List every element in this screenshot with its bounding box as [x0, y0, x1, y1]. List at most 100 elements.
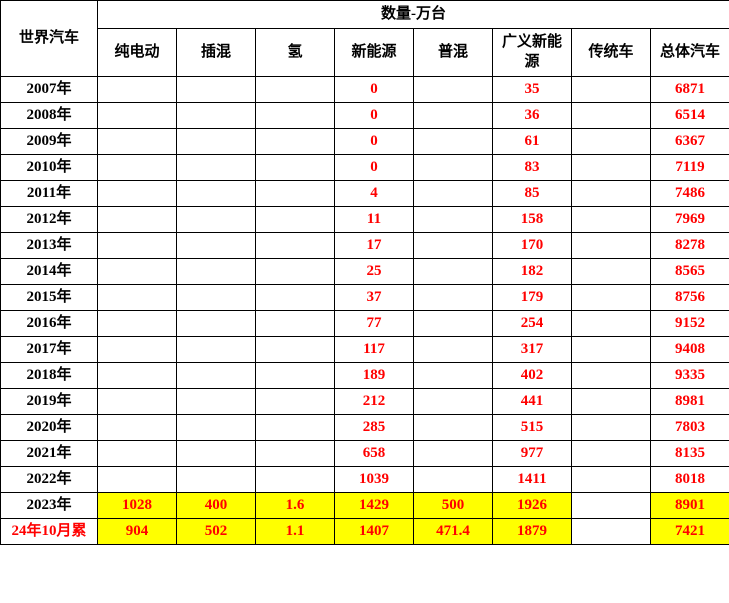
cell: 25 — [335, 259, 414, 285]
row-label: 2014年 — [1, 259, 98, 285]
table-row: 2012年111587969 — [1, 207, 729, 233]
cell — [572, 285, 651, 311]
table-body: 2007年03568712008年03665142009年06163672010… — [1, 77, 729, 545]
row-label: 2007年 — [1, 77, 98, 103]
cell — [256, 103, 335, 129]
cell — [98, 363, 177, 389]
cell: 1.1 — [256, 519, 335, 545]
cell — [414, 415, 493, 441]
cell: 35 — [493, 77, 572, 103]
cell: 1926 — [493, 493, 572, 519]
cell: 402 — [493, 363, 572, 389]
table-row: 2023年10284001.6142950019268901 — [1, 493, 729, 519]
header-top: 数量-万台 — [98, 1, 729, 29]
cell — [98, 337, 177, 363]
cell — [414, 311, 493, 337]
row-label: 2008年 — [1, 103, 98, 129]
table-row: 2010年0837119 — [1, 155, 729, 181]
cell: 7803 — [651, 415, 729, 441]
cell — [177, 77, 256, 103]
cell — [414, 337, 493, 363]
cell — [572, 311, 651, 337]
cell: 7486 — [651, 181, 729, 207]
cell — [98, 259, 177, 285]
cell — [177, 363, 256, 389]
cell — [256, 311, 335, 337]
cell: 61 — [493, 129, 572, 155]
cell — [98, 415, 177, 441]
cell — [572, 181, 651, 207]
cell — [177, 285, 256, 311]
cell — [98, 181, 177, 207]
row-label: 2015年 — [1, 285, 98, 311]
cell — [256, 259, 335, 285]
table-row: 2009年0616367 — [1, 129, 729, 155]
data-table: 世界汽车 数量-万台 纯电动 插混 氢 新能源 普混 广义新能源 传统车 总体汽… — [0, 0, 729, 545]
cell — [177, 441, 256, 467]
cell — [572, 103, 651, 129]
table-row: 2019年2124418981 — [1, 389, 729, 415]
cell: 1429 — [335, 493, 414, 519]
cell: 317 — [493, 337, 572, 363]
table-header: 世界汽车 数量-万台 纯电动 插混 氢 新能源 普混 广义新能源 传统车 总体汽… — [1, 1, 729, 77]
cell — [256, 389, 335, 415]
cell — [256, 233, 335, 259]
cell — [177, 415, 256, 441]
cell: 8565 — [651, 259, 729, 285]
row-label: 24年10月累 — [1, 519, 98, 545]
cell — [414, 129, 493, 155]
cell — [98, 441, 177, 467]
cell: 515 — [493, 415, 572, 441]
table-row: 2017年1173179408 — [1, 337, 729, 363]
cell — [572, 77, 651, 103]
cell: 158 — [493, 207, 572, 233]
table-row: 2018年1894029335 — [1, 363, 729, 389]
cell: 1407 — [335, 519, 414, 545]
cell — [177, 337, 256, 363]
cell — [177, 207, 256, 233]
cell — [414, 441, 493, 467]
col-header: 新能源 — [335, 29, 414, 77]
cell — [256, 467, 335, 493]
cell: 36 — [493, 103, 572, 129]
cell — [572, 155, 651, 181]
row-label: 2016年 — [1, 311, 98, 337]
cell: 8018 — [651, 467, 729, 493]
cell — [256, 441, 335, 467]
cell: 8981 — [651, 389, 729, 415]
cell: 0 — [335, 77, 414, 103]
cell — [256, 363, 335, 389]
cell: 83 — [493, 155, 572, 181]
cell — [256, 155, 335, 181]
cell — [256, 129, 335, 155]
cell — [414, 103, 493, 129]
col-header: 普混 — [414, 29, 493, 77]
cell — [256, 337, 335, 363]
cell — [414, 77, 493, 103]
cell: 8901 — [651, 493, 729, 519]
row-label: 2011年 — [1, 181, 98, 207]
cell — [98, 103, 177, 129]
cell — [177, 155, 256, 181]
cell — [177, 259, 256, 285]
cell — [98, 129, 177, 155]
cell — [177, 129, 256, 155]
cell: 0 — [335, 103, 414, 129]
cell: 500 — [414, 493, 493, 519]
cell — [98, 467, 177, 493]
cell: 977 — [493, 441, 572, 467]
col-header: 广义新能源 — [493, 29, 572, 77]
col-header: 总体汽车 — [651, 29, 729, 77]
cell — [177, 181, 256, 207]
cell — [98, 233, 177, 259]
cell — [256, 415, 335, 441]
cell: 182 — [493, 259, 572, 285]
cell — [256, 181, 335, 207]
table-row: 2007年0356871 — [1, 77, 729, 103]
cell: 1.6 — [256, 493, 335, 519]
cell: 441 — [493, 389, 572, 415]
cell — [98, 285, 177, 311]
table-row: 2011年4857486 — [1, 181, 729, 207]
table-row: 2014年 25 182 8565 — [1, 259, 729, 285]
cell: 77 — [335, 311, 414, 337]
